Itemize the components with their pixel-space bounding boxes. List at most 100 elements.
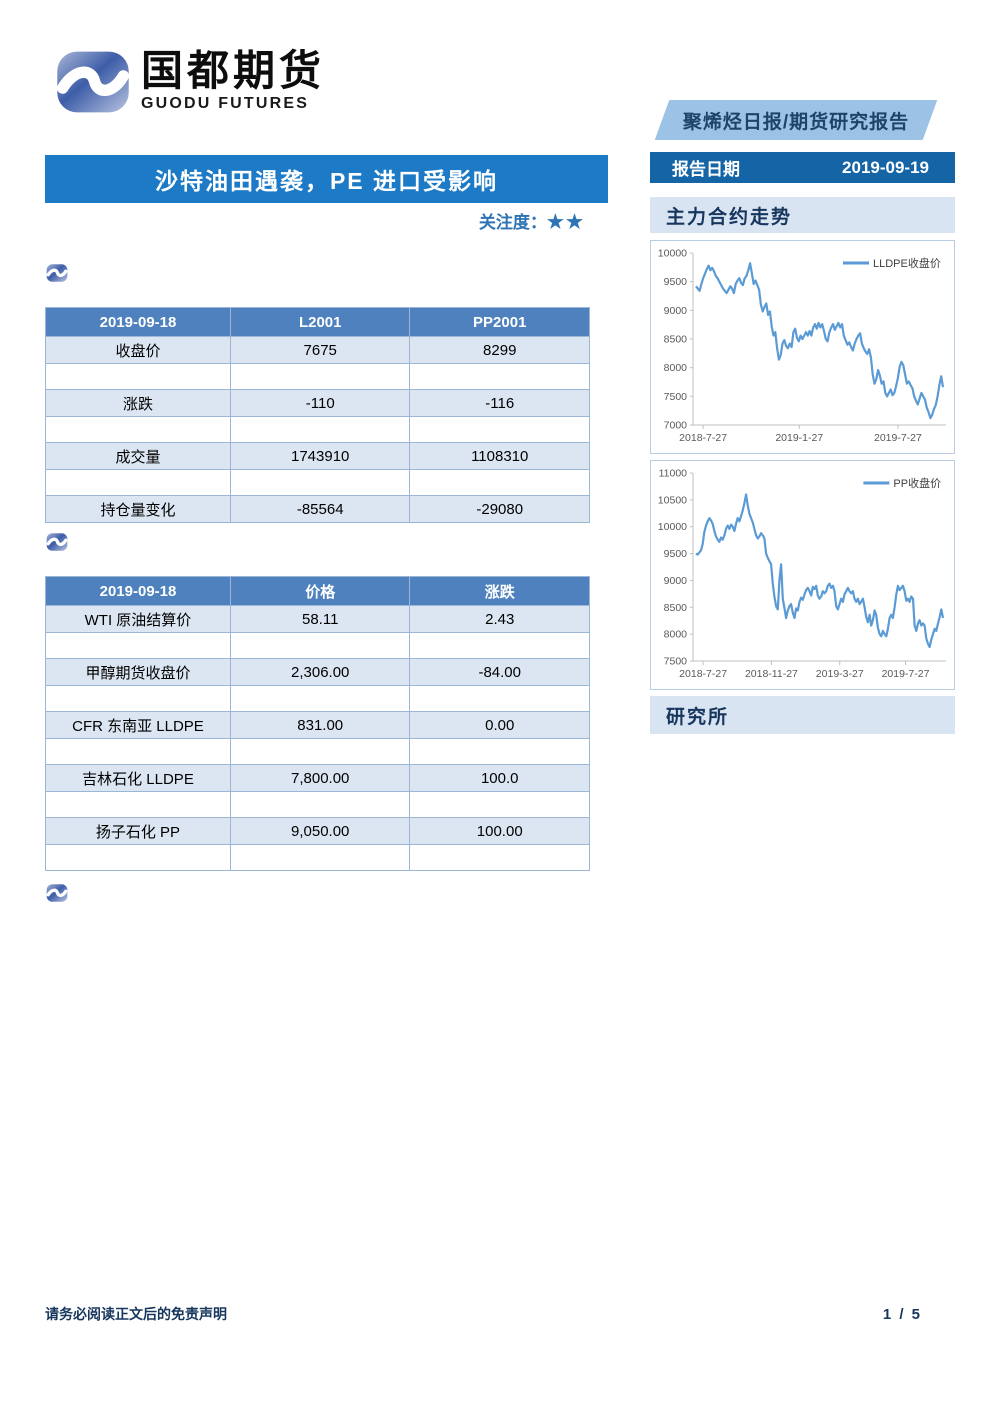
cell-value: -29080 (409, 495, 590, 523)
cell-value: 831.00 (229, 711, 411, 739)
cell-value: -85564 (229, 495, 411, 523)
spacer-row (45, 844, 590, 871)
svg-text:9500: 9500 (664, 276, 688, 288)
svg-text:8000: 8000 (664, 629, 688, 641)
futures-contracts-table: 2019-09-18 L2001 PP2001 收盘价 7675 8299 涨跌… (45, 307, 590, 523)
section-main-contract-trend: 主力合约走势 (650, 197, 955, 233)
svg-text:7500: 7500 (664, 391, 688, 403)
cell-value: 1108310 (409, 442, 590, 470)
col-header-date: 2019-09-18 (45, 307, 231, 337)
logo-text: 国都期货 GUODU FUTURES (141, 44, 325, 113)
svg-text:2019-7-27: 2019-7-27 (882, 668, 930, 680)
table-row: 持仓量变化 -85564 -29080 (45, 495, 590, 523)
cell-value: 2,306.00 (229, 658, 411, 686)
lldpe-close-price-chart: 7000 7500 8000 8500 9000 9500 10000 2018-7-27 20… (658, 248, 946, 444)
svg-text:9000: 9000 (664, 305, 688, 317)
guodu-logo-icon (46, 264, 68, 282)
svg-text:2019-3-27: 2019-3-27 (816, 668, 864, 680)
col-header-change: 涨跌 (409, 576, 590, 606)
section-research-institute: 研究所 (650, 696, 955, 734)
table-row: 吉林石化 LLDPE 7,800.00 100.0 (45, 764, 590, 792)
spot-prices-table: 2019-09-18 价格 涨跌 WTI 原油结算价 58.11 2.43 甲醇… (45, 576, 590, 871)
guodu-logo-icon (46, 884, 68, 902)
attention-line: 关注度：★★ (45, 208, 585, 234)
table-row: 扬子石化 PP 9,050.00 100.00 (45, 817, 590, 845)
svg-text:PP收盘价: PP收盘价 (893, 476, 941, 490)
cell-value: 1743910 (229, 442, 411, 470)
cell-value: -84.00 (409, 658, 590, 686)
guodu-logo-icon (56, 51, 130, 113)
report-type-banner: 聚烯烃日报/期货研究报告 (654, 100, 938, 140)
table-header-row: 2019-09-18 价格 涨跌 (45, 576, 590, 606)
cell-value: -110 (229, 389, 411, 417)
row-label: 成交量 (45, 442, 231, 470)
svg-text:8500: 8500 (664, 602, 688, 614)
report-type-label: 聚烯烃日报/期货研究报告 (682, 111, 910, 133)
svg-text:9500: 9500 (664, 548, 688, 560)
table-row: 成交量 1743910 1108310 (45, 442, 590, 470)
report-title: 沙特油田遇袭，PE 进口受影响 (45, 155, 608, 203)
pp-chart-box: 7500 8000 8500 9000 9500 10000 10500 11000 2018-… (650, 460, 955, 690)
spacer-row (45, 469, 590, 496)
row-label: 甲醇期货收盘价 (45, 658, 231, 686)
col-header-l2001: L2001 (229, 307, 411, 337)
svg-text:8000: 8000 (664, 362, 688, 374)
table-row: 甲醇期货收盘价 2,306.00 -84.00 (45, 658, 590, 686)
row-label: 涨跌 (45, 389, 231, 417)
cell-value: 7,800.00 (229, 764, 411, 792)
row-label: WTI 原油结算价 (45, 605, 231, 633)
attention-label: 关注度： (478, 213, 547, 232)
cell-value: -116 (409, 389, 590, 417)
svg-text:2018-7-27: 2018-7-27 (679, 432, 727, 444)
svg-text:7500: 7500 (664, 656, 688, 668)
svg-text:11000: 11000 (659, 468, 688, 480)
lldpe-chart-box: 7000 7500 8000 8500 9000 9500 10000 2018-7-27 20… (650, 240, 955, 454)
svg-text:2019-7-27: 2019-7-27 (874, 432, 922, 444)
svg-text:8500: 8500 (664, 334, 688, 346)
cell-value: 0.00 (409, 711, 590, 739)
report-date-label: 报告日期 (672, 160, 740, 179)
table-row: 涨跌 -110 -116 (45, 389, 590, 417)
spacer-row (45, 685, 590, 712)
svg-text:2018-11-27: 2018-11-27 (745, 668, 798, 680)
pp-close-price-chart: 7500 8000 8500 9000 9500 10000 10500 11000 2018-… (658, 468, 946, 680)
cell-value: 7675 (229, 336, 411, 364)
cell-value: 8299 (409, 336, 590, 364)
logo-cn: 国都期货 (141, 47, 326, 94)
disclaimer-text: 请务必阅读正文后的免责声明 (45, 1306, 227, 1322)
cell-value: 9,050.00 (229, 817, 411, 845)
svg-text:10500: 10500 (658, 494, 687, 506)
col-header-pp2001: PP2001 (409, 307, 590, 337)
svg-text:9000: 9000 (664, 575, 688, 587)
svg-text:7000: 7000 (664, 420, 688, 432)
report-date-value: 2019-09-19 (842, 157, 929, 177)
table-row: CFR 东南亚 LLDPE 831.00 0.00 (45, 711, 590, 739)
svg-text:10000: 10000 (658, 521, 687, 533)
row-label: 持仓量变化 (45, 495, 231, 523)
spacer-row (45, 363, 590, 390)
col-header-price: 价格 (229, 576, 411, 606)
spacer-row (45, 416, 590, 443)
svg-text:2018-7-27: 2018-7-27 (679, 668, 727, 680)
spacer-row (45, 632, 590, 659)
guodu-logo-icon (46, 533, 68, 551)
logo-en: GUODU FUTURES (141, 95, 310, 113)
row-label: 扬子石化 PP (45, 817, 231, 845)
attention-stars: ★★ (546, 212, 585, 233)
col-header-date: 2019-09-18 (45, 576, 231, 606)
cell-value: 2.43 (409, 605, 590, 633)
row-label: 收盘价 (45, 336, 231, 364)
svg-text:LLDPE收盘价: LLDPE收盘价 (873, 256, 941, 270)
spacer-row (45, 791, 590, 818)
cell-value: 100.00 (409, 817, 590, 845)
svg-text:2019-1-27: 2019-1-27 (775, 432, 823, 444)
spacer-row (45, 738, 590, 765)
svg-text:10000: 10000 (658, 248, 687, 260)
company-logo: 国都期货 GUODU FUTURES (55, 44, 325, 120)
table-row: 收盘价 7675 8299 (45, 336, 590, 364)
row-label: 吉林石化 LLDPE (45, 764, 231, 792)
report-date-bar: 报告日期 2019-09-19 (650, 152, 955, 183)
row-label: CFR 东南亚 LLDPE (45, 711, 231, 739)
page-footer: 请务必阅读正文后的免责声明 1 / 5 (45, 1304, 922, 1324)
